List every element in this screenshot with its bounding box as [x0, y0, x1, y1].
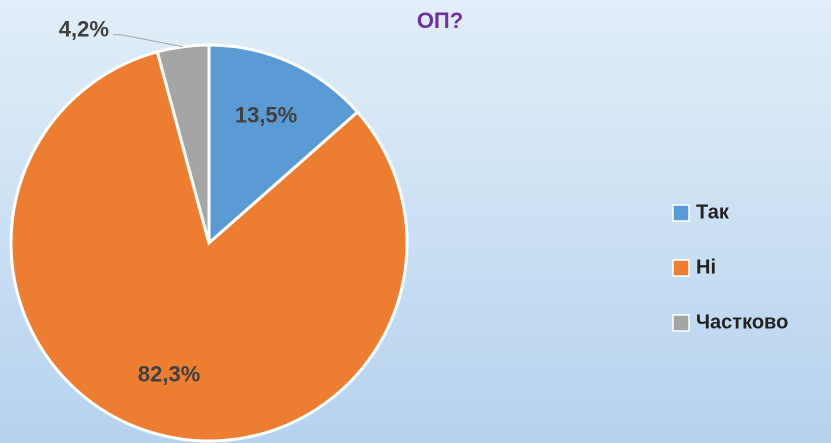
legend-label: Так — [696, 201, 730, 223]
data-label: 82,3% — [138, 362, 200, 387]
chart-title: ОП? — [417, 8, 463, 33]
leader-line — [112, 34, 184, 48]
pie-slice — [9, 50, 409, 443]
legend-swatch — [672, 259, 690, 277]
legend-swatch — [672, 204, 690, 222]
data-label: 13,5% — [235, 102, 297, 127]
pie-slice — [207, 43, 360, 247]
data-label: 4,2% — [59, 17, 109, 42]
legend-label: Частково — [696, 311, 788, 333]
legend-swatch — [672, 314, 690, 332]
pie-slice — [155, 43, 211, 244]
legend-label: Ні — [696, 256, 716, 278]
